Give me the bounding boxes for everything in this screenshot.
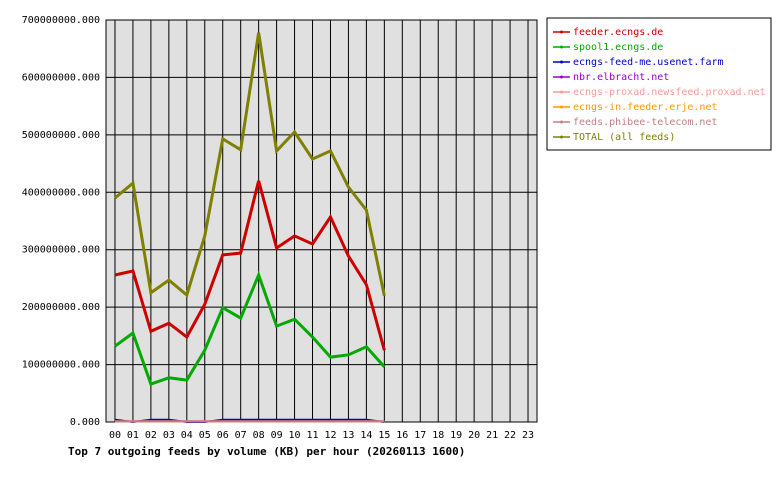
chart-title: Top 7 outgoing feeds by volume (KB) per … <box>68 445 465 458</box>
legend-label: feeds.phibee-telecom.net <box>573 117 718 128</box>
x-tick-label: 06 <box>217 430 229 441</box>
x-tick-label: 19 <box>450 430 462 441</box>
legend-marker <box>560 135 563 139</box>
x-tick-label: 15 <box>378 430 390 441</box>
legend-marker <box>560 60 563 64</box>
x-tick-label: 12 <box>324 430 336 441</box>
legend-label: feeder.ecngs.de <box>573 27 663 38</box>
y-tick-label: 0.000 <box>70 417 100 428</box>
legend-label: spool1.ecngs.de <box>573 42 663 53</box>
x-tick-label: 17 <box>414 430 426 441</box>
legend-label: ecngs-feed-me.usenet.farm <box>573 57 724 68</box>
x-tick-label: 10 <box>289 430 301 441</box>
legend-label: nbr.elbracht.net <box>573 72 669 83</box>
legend-label: ecngs-in.feeder.erje.net <box>573 102 718 113</box>
x-tick-label: 05 <box>199 430 211 441</box>
plot-area <box>106 20 537 422</box>
x-tick-label: 08 <box>253 430 265 441</box>
x-tick-label: 23 <box>522 430 534 441</box>
x-tick-label: 14 <box>360 430 372 441</box>
x-tick-label: 11 <box>306 430 318 441</box>
legend-marker <box>560 105 563 109</box>
series-line <box>114 180 386 351</box>
x-tick-label: 01 <box>127 430 139 441</box>
y-tick-label: 700000000.000 <box>22 15 100 26</box>
x-tick-label: 13 <box>342 430 354 441</box>
legend-marker <box>560 75 563 79</box>
legend-label: ecngs-proxad.newsfeed.proxad.net <box>573 87 766 98</box>
legend-marker <box>560 90 563 94</box>
x-tick-label: 00 <box>109 430 121 441</box>
y-tick-label: 300000000.000 <box>22 245 100 256</box>
y-tick-label: 600000000.000 <box>22 72 100 83</box>
series-line <box>114 32 386 298</box>
x-tick-label: 16 <box>396 430 408 441</box>
x-tick-label: 18 <box>432 430 444 441</box>
x-tick-label: 20 <box>468 430 480 441</box>
legend-box <box>546 17 772 151</box>
series-line <box>114 418 385 424</box>
y-tick-label: 200000000.000 <box>22 302 100 313</box>
x-tick-label: 22 <box>504 430 516 441</box>
x-tick-label: 21 <box>486 430 498 441</box>
legend-marker <box>560 45 563 49</box>
x-tick-label: 03 <box>163 430 175 441</box>
x-tick-label: 09 <box>271 430 283 441</box>
x-tick-label: 07 <box>235 430 247 441</box>
legend-marker <box>560 30 563 34</box>
legend-marker <box>560 120 563 124</box>
x-tick-label: 02 <box>145 430 157 441</box>
series-line <box>114 270 386 387</box>
y-tick-label: 400000000.000 <box>22 187 100 198</box>
y-tick-label: 500000000.000 <box>22 130 100 141</box>
y-tick-label: 100000000.000 <box>22 360 100 371</box>
legend-label: TOTAL (all feeds) <box>573 132 675 143</box>
x-tick-label: 04 <box>181 430 193 441</box>
